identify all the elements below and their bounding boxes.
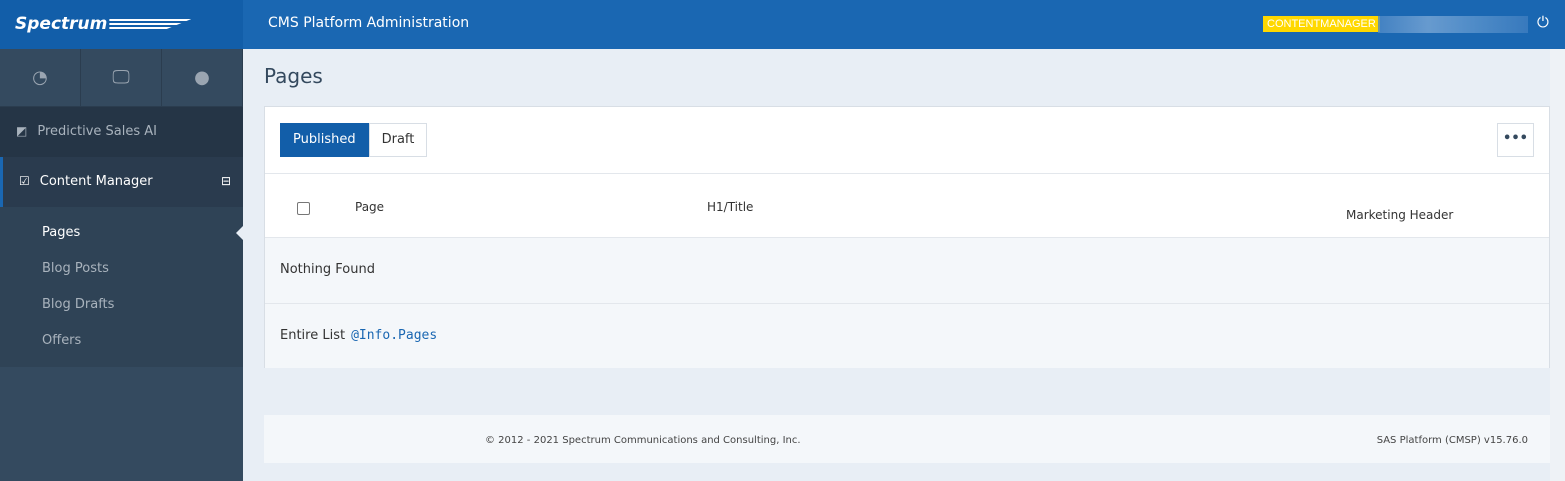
desktop-icon[interactable]: 🖵: [81, 49, 162, 106]
table-header: Page H1/Title Marketing Header: [265, 173, 1549, 238]
entire-list-code: @Info.Pages: [351, 328, 438, 343]
more-options-button[interactable]: •••: [1497, 123, 1534, 157]
external-link-icon: ◩: [16, 124, 28, 138]
tab-draft[interactable]: Draft: [368, 123, 428, 157]
tab-published[interactable]: Published: [280, 123, 369, 157]
sidebar-item-content-manager[interactable]: ☑ Content Manager ⊟: [0, 157, 243, 207]
sidebar-subitem-blog-drafts[interactable]: Blog Drafts: [42, 297, 115, 312]
collapse-icon[interactable]: ⊟: [220, 174, 231, 188]
app-title: CMS Platform Administration: [268, 15, 470, 31]
page-title: Pages: [264, 64, 323, 88]
column-page[interactable]: Page: [355, 200, 385, 214]
comment-icon[interactable]: ●: [162, 49, 243, 106]
footer: © 2012 - 2021 Spectrum Communications an…: [264, 415, 1550, 463]
role-badge: CONTENTMANAGER: [1263, 16, 1380, 32]
sidebar-subitem-pages[interactable]: Pages: [0, 215, 243, 251]
sidebar-subitem-offers[interactable]: Offers: [42, 333, 82, 348]
version: SAS Platform (CMSP) v15.76.0: [1376, 435, 1528, 446]
empty-row: Nothing Found: [265, 238, 1549, 303]
column-marketing-header[interactable]: Marketing Header: [1346, 208, 1454, 222]
power-icon[interactable]: ⏻: [1537, 13, 1549, 31]
sidebar: ◔ 🖵 ● ◩ Predictive Sales AI ☑ Content Mana…: [0, 49, 243, 481]
checkbox-icon: ☑: [19, 174, 30, 188]
select-all-checkbox[interactable]: [297, 202, 310, 215]
sidebar-item-predictive-sales-ai[interactable]: ◩ Predictive Sales AI: [0, 107, 243, 157]
dashboard-icon[interactable]: ◔: [0, 49, 81, 106]
copyright: © 2012 - 2021 Spectrum Communications an…: [485, 435, 801, 446]
entire-list-row: Entire List @Info.Pages: [265, 303, 1549, 368]
user-name-blurred[interactable]: [1378, 16, 1528, 33]
pages-panel: Published Draft ••• Page H1/Title Market…: [264, 106, 1550, 368]
column-h1-title[interactable]: H1/Title: [707, 200, 754, 214]
scrollbar[interactable]: [1550, 49, 1565, 481]
logo[interactable]: Spectrum: [0, 0, 243, 49]
sidebar-subitem-blog-posts[interactable]: Blog Posts: [42, 261, 109, 276]
top-bar: Spectrum CMS Platform Administration CON…: [0, 0, 1565, 49]
